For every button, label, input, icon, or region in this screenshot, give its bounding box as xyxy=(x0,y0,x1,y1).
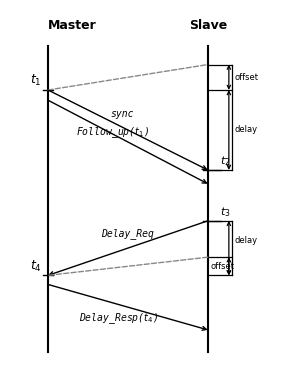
Text: delay: delay xyxy=(235,236,258,245)
Text: $t_2$: $t_2$ xyxy=(220,154,230,168)
Text: $t_1$: $t_1$ xyxy=(30,73,42,88)
Text: Slave: Slave xyxy=(188,19,227,32)
Text: offset: offset xyxy=(211,262,235,271)
Text: Delay_Resp($t_4$): Delay_Resp($t_4$) xyxy=(79,311,158,325)
Text: Master: Master xyxy=(48,19,97,32)
Text: $t_3$: $t_3$ xyxy=(220,205,231,219)
Text: $t_4$: $t_4$ xyxy=(30,258,42,273)
Text: sync: sync xyxy=(110,109,134,119)
Text: delay: delay xyxy=(235,125,258,134)
Text: offset: offset xyxy=(235,73,259,82)
Text: Delay_Req: Delay_Req xyxy=(101,228,154,239)
Text: Follow_up($t_1$): Follow_up($t_1$) xyxy=(76,125,149,140)
